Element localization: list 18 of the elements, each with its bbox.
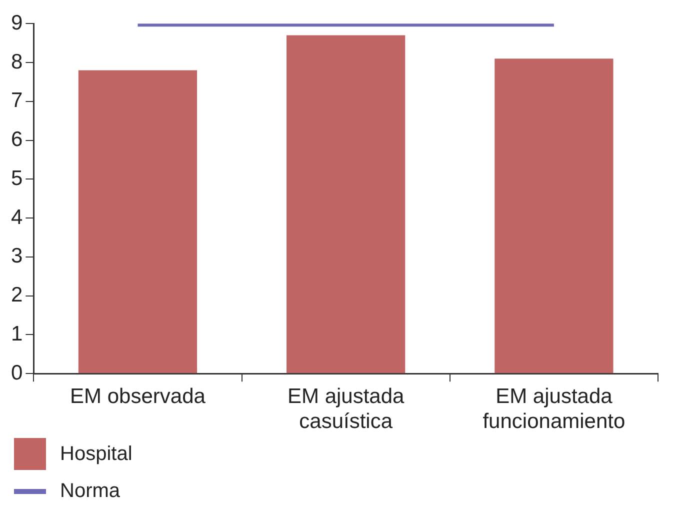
bar	[494, 58, 614, 374]
legend-label: Norma	[60, 480, 120, 503]
x-tick-label: EM observada	[70, 384, 206, 408]
y-tick-label: 3	[10, 244, 23, 268]
y-tick-label: 6	[10, 128, 23, 152]
y-tick-label: 2	[10, 284, 23, 307]
y-tick-label: 5	[10, 166, 23, 190]
y-tick-label: 9	[10, 11, 23, 34]
y-tick-label: 4	[10, 206, 23, 229]
y-tick-label: 8	[10, 50, 23, 74]
x-tick-label: EM ajustada casuística	[287, 384, 405, 434]
x-tick-label: EM ajustada funcionamiento	[482, 384, 626, 434]
bar	[286, 35, 406, 374]
bar	[78, 70, 198, 374]
y-tick-label: 7	[10, 89, 23, 112]
y-tick-label: 0	[10, 361, 23, 384]
y-tick-label: 1	[10, 322, 23, 346]
legend-label: Hospital	[60, 442, 132, 466]
